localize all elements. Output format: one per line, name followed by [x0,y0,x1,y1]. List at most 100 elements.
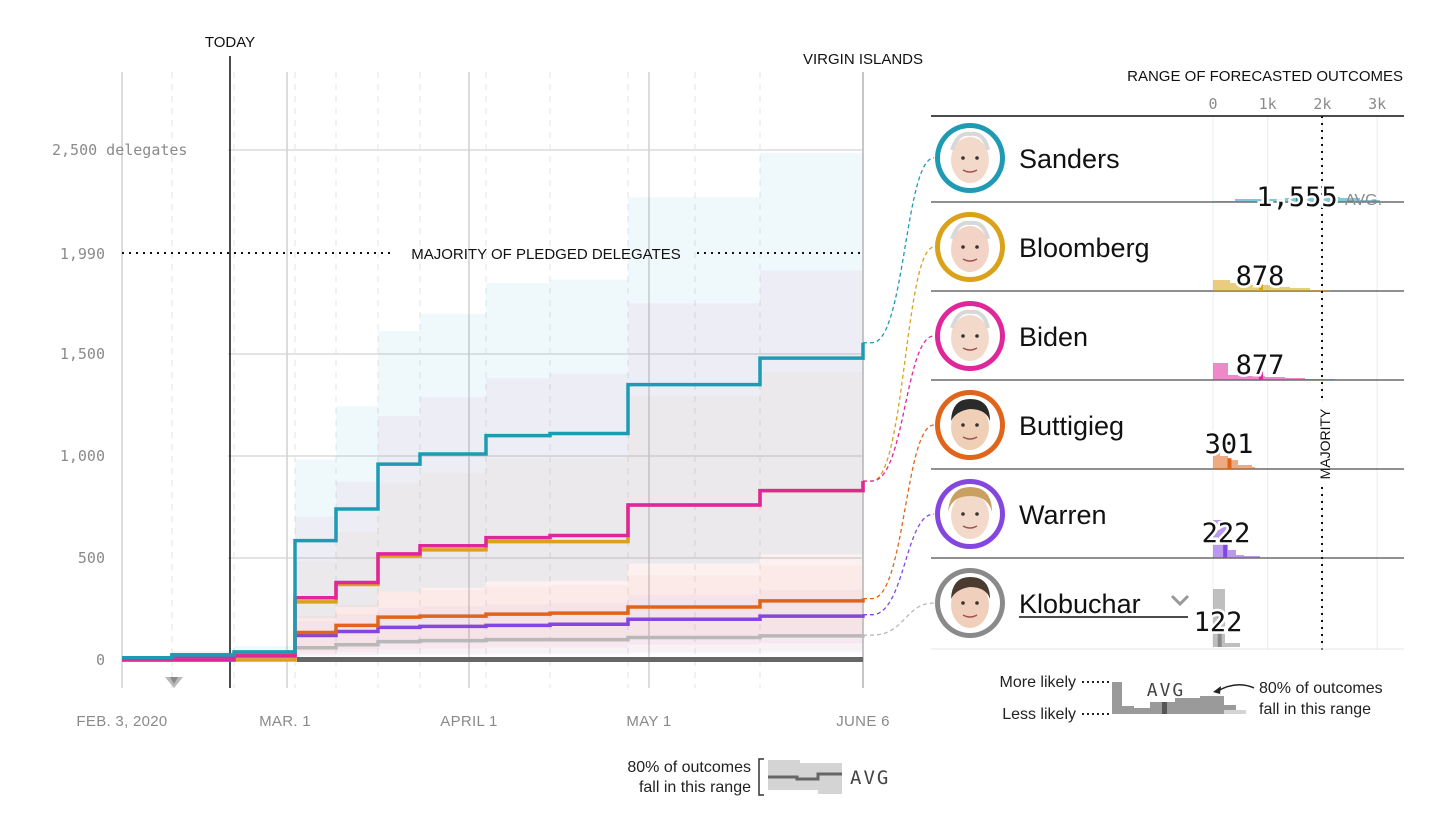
connector-lines [863,157,935,636]
avatar-hair [950,131,990,151]
range-majority-label-wrap: MAJORITY [1317,402,1334,486]
range-panel-title: RANGE OF FORECASTED OUTCOMES [1127,68,1403,85]
connector-bloomberg [863,246,935,482]
today-label: TODAY [205,34,255,51]
x-tick-label: JUNE 6 [836,713,889,730]
range-tick-label: 1k [1259,95,1277,113]
avatar-eye [975,156,979,160]
uncertainty-band [122,355,863,660]
uncertainty-bands [122,127,863,660]
avatar-eye [975,245,979,249]
candidate-row-warren: Warren 222 [931,479,1404,559]
candidate-row-sanders: Sanders 1,555 AVG. [931,123,1404,216]
axis-labels: 0 500 1,000 1,500 1,990 2,500 delegates FEB. 3… [52,141,889,730]
chevron-down-icon[interactable] [1170,594,1190,607]
avg-value-label: 301 [1205,429,1254,460]
avatar-eye [961,245,965,249]
legend-less-likely: Less likely [1002,706,1076,723]
avatar-mouth [962,525,978,529]
candidate-name: Buttigieg [1019,411,1124,441]
avg-value-label: 878 [1236,261,1285,292]
avg-marker [1227,458,1232,469]
avg-marker [1259,284,1264,291]
avatar-eye [961,512,965,516]
legend-avg-label: AVG [1147,680,1186,701]
band-legend-note-1: 80% of outcomes [627,759,751,776]
x-tick-label: FEB. 3, 2020 [76,713,167,730]
connector-sanders [863,157,935,344]
connector-biden [863,335,935,482]
avatar-face [951,137,989,183]
avatar-mouth [962,169,978,173]
band-legend-bracket [758,758,764,796]
band-legend-sample-band [768,760,842,794]
outcome-histogram [1213,363,1335,380]
legend-range-arrowhead [1213,686,1221,694]
avatar-face [951,315,989,361]
avatar-mouth [962,347,978,351]
avatar-eye [961,601,965,605]
x-tick-label: MAY 1 [626,713,671,730]
avatar-eye [961,334,965,338]
end-line-label: VIRGIN ISLANDS [803,51,923,68]
range-tick-label: 0 [1208,95,1217,113]
avatar-hair [951,399,990,421]
candidate-name: Warren [1019,500,1107,530]
avatar-hair [950,309,990,329]
avatar-mouth [962,614,978,618]
avatar-face [951,226,989,272]
avatar-mouth [962,436,978,440]
avatar-eye [961,423,965,427]
candidate-name: Biden [1019,322,1088,352]
avg-marker [1296,196,1301,202]
y-tick-label: 1,990 [60,245,105,263]
candidate-name: Bloomberg [1019,233,1150,263]
baseline-bar [297,657,863,662]
legend-range-note-2: fall in this range [1259,701,1371,718]
legend-avg-marker [1162,702,1167,714]
distribution-legend: More likely Less likely AVG 80% of outco… [1000,674,1383,723]
series-line-biden [122,481,865,662]
majority-label: MAJORITY OF PLEDGED DELEGATES [411,246,681,263]
avatar-eye [975,512,979,516]
avatar-mouth [962,258,978,262]
range-axis: 0 1k 2k 3k [1208,95,1386,650]
range-tick-label: 2k [1313,95,1331,113]
legend-histogram [1112,682,1236,714]
range-majority-label: MAJORITY [1317,408,1333,479]
avatar-hair [950,220,990,240]
connector-buttigieg [863,424,935,600]
outcome-histogram [1213,280,1330,291]
candidate-row-klobuchar: Klobuchar 122 [931,568,1404,650]
x-tick-label: MAR. 1 [259,713,311,730]
iowa-marker-inner [170,677,178,684]
legend-range-note-1: 80% of outcomes [1259,680,1383,697]
avatar-hair [948,487,992,512]
avg-value-label: 877 [1236,350,1285,381]
y-tick-label: 0 [96,651,105,669]
avatar-face [951,582,989,628]
legend-more-likely: More likely [1000,674,1076,691]
avatar-eye [975,601,979,605]
outcome-histogram [1213,451,1255,469]
candidate-row-biden: Biden 877 [931,301,1404,384]
y-tick-label: 1,000 [60,447,105,465]
avatar-eye [975,423,979,427]
candidate-rows: Sanders 1,555 AVG. Bloomberg 878 Biden 877 Butt… [931,123,1404,650]
uncertainty-band [122,248,863,660]
avatar-face [951,404,989,450]
candidate-row-bloomberg: Bloomberg 878 [931,212,1404,295]
legend-range-arrow-icon [1215,684,1255,693]
uncertainty-band [122,127,863,660]
band-legend-avg: AVG [850,767,890,789]
avatar-eye [975,334,979,338]
avatar-face [951,493,989,539]
band-legend-sample-line [768,772,842,781]
avg-value-label: 1,555 [1256,182,1337,213]
candidate-name: Sanders [1019,144,1120,174]
x-tick-label: APRIL 1 [440,713,497,730]
avatar-eye [961,156,965,160]
connector-klobuchar [863,602,935,636]
avg-value-label: 222 [1202,518,1251,549]
